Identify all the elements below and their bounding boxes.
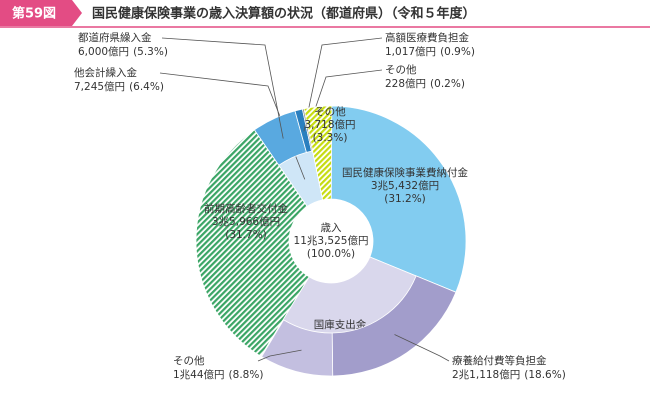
label-percent: (0.9%): [440, 46, 475, 58]
label-amount: 2兆1,118億円: [452, 368, 520, 381]
label-amount: 1兆44億円: [173, 368, 225, 381]
badge: [0, 0, 82, 26]
label-name: その他: [173, 354, 205, 367]
center-title: 歳入: [321, 222, 342, 234]
label-name: 国庫支出金: [314, 318, 367, 331]
leader-line: [303, 37, 383, 132]
label-amount: 7,245億円: [74, 80, 125, 93]
chart-title: 国民健康保険事業の歳入決算額の状況（都道府県）（令和５年度）: [92, 6, 476, 22]
label-value_label: (3.3%): [313, 132, 348, 144]
sub-segment: [261, 319, 334, 377]
label-percent: (6.4%): [129, 81, 164, 93]
label-percent: (18.6%): [524, 369, 566, 381]
label-name: その他: [385, 63, 417, 76]
center-value_label: (100.0%): [307, 248, 355, 260]
label-value_label: (31.2%): [384, 193, 426, 205]
leader-line: [257, 349, 302, 362]
label-value_label: (31.7%): [225, 229, 267, 241]
leader-line: [161, 37, 284, 139]
label-amount: 3兆5,966億円: [212, 215, 280, 228]
label-amount: 1,017億円: [385, 45, 436, 58]
label-percent: (5.3%): [133, 46, 168, 58]
leader-line: [394, 334, 450, 362]
label-name: 他会計繰入金: [74, 66, 137, 79]
label-name: 高額医療費負担金: [385, 31, 469, 44]
label-name: 療養給付費等負担金: [452, 354, 547, 367]
center-hole: [289, 199, 373, 283]
label-amount: 6,000億円: [78, 45, 129, 58]
label-name: 前期高齢者交付金: [204, 202, 288, 215]
label-value: 228億円 (0.2%): [385, 77, 465, 90]
center-amount: 11兆3,525億円: [294, 234, 369, 247]
label-name: 国民健康保険事業費納付金: [342, 166, 468, 179]
label-amount: 228億円: [385, 77, 426, 90]
label-value: 6,000億円 (5.3%): [78, 45, 168, 58]
label-percent: (8.8%): [229, 369, 264, 381]
label-amount: 3,718億円: [304, 118, 355, 131]
label-name: 都道府県繰入金: [78, 31, 152, 44]
label-percent: (0.2%): [430, 78, 465, 90]
label-value: 1,017億円 (0.9%): [385, 45, 475, 58]
badge-text: 第59図: [12, 6, 56, 22]
label-value: 7,245億円 (6.4%): [74, 80, 164, 93]
label-value: 1兆44億円 (8.8%): [173, 368, 263, 381]
label-amount: 3兆5,432億円: [371, 179, 439, 192]
label-name: その他: [314, 105, 346, 118]
label-value: 2兆1,118億円 (18.6%): [452, 368, 566, 381]
